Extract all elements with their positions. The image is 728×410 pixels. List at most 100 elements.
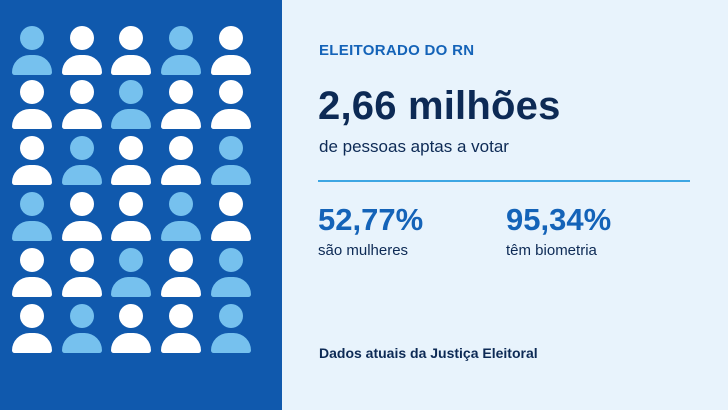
person-head [119,136,143,160]
person-head [219,304,243,328]
person-body [211,165,251,185]
person-body [111,55,151,75]
source-note: Dados atuais da Justiça Eleitoral [319,345,538,361]
stat-value: 95,34% [506,202,612,237]
person-icon [7,26,57,86]
person-head [70,248,94,272]
person-head [219,80,243,104]
person-head [20,304,44,328]
person-icon [156,26,206,86]
person-icon [206,80,256,140]
person-body [211,55,251,75]
person-body [111,277,151,297]
person-head [169,80,193,104]
person-icon [106,80,156,140]
person-body [12,333,52,353]
person-head [70,136,94,160]
person-body [62,333,102,353]
kicker-title: ELEITORADO DO RN [319,42,475,59]
person-head [219,136,243,160]
person-body [111,221,151,241]
person-head [119,248,143,272]
person-body [62,221,102,241]
person-head [219,248,243,272]
person-body [111,333,151,353]
person-body [12,277,52,297]
person-head [219,192,243,216]
person-head [20,248,44,272]
person-head [219,26,243,50]
person-icon [57,80,107,140]
person-body [12,55,52,75]
person-icon [206,26,256,86]
person-body [62,165,102,185]
person-head [169,192,193,216]
person-head [119,304,143,328]
person-icon [106,192,156,252]
person-head [70,304,94,328]
person-body [211,221,251,241]
person-body [211,333,251,353]
person-body [211,109,251,129]
people-grid [0,0,282,410]
person-icon [57,136,107,196]
person-icon [206,304,256,364]
person-body [161,165,201,185]
stat-label: têm biometria [506,242,597,259]
person-head [20,192,44,216]
person-body [161,221,201,241]
person-body [12,221,52,241]
headline-value: 2,66 milhões [318,84,561,128]
person-icon [156,80,206,140]
person-icon [7,80,57,140]
stat-biometry: 95,34% têm biometria [506,200,611,259]
person-icon [206,248,256,308]
person-icon [7,136,57,196]
person-head [20,80,44,104]
person-icon [106,26,156,86]
person-body [62,277,102,297]
person-body [161,109,201,129]
person-body [62,109,102,129]
person-body [161,277,201,297]
person-icon [106,304,156,364]
person-icon [156,304,206,364]
person-body [12,109,52,129]
person-head [70,80,94,104]
person-icon [156,192,206,252]
person-head [169,26,193,50]
person-body [161,333,201,353]
person-head [119,80,143,104]
person-body [62,55,102,75]
person-body [161,55,201,75]
person-icon [7,248,57,308]
person-head [169,304,193,328]
person-head [70,192,94,216]
person-icon [7,192,57,252]
person-head [119,26,143,50]
person-head [169,248,193,272]
divider [318,180,690,182]
person-icon [156,248,206,308]
people-illustration-panel [0,0,282,410]
person-icon [57,192,107,252]
stat-label: são mulheres [318,242,409,259]
person-icon [7,304,57,364]
person-body [111,109,151,129]
person-icon [57,304,107,364]
person-head [119,192,143,216]
person-body [12,165,52,185]
headline-caption: de pessoas aptas a votar [319,137,509,156]
person-icon [156,136,206,196]
person-icon [57,248,107,308]
stat-value: 52,77% [318,202,424,237]
info-panel: ELEITORADO DO RN 2,66 milhões de pessoas… [282,0,728,410]
person-head [70,26,94,50]
person-icon [57,26,107,86]
person-icon [206,192,256,252]
person-body [111,165,151,185]
person-icon [106,248,156,308]
person-icon [106,136,156,196]
stat-women: 52,77% são mulheres [318,200,423,259]
